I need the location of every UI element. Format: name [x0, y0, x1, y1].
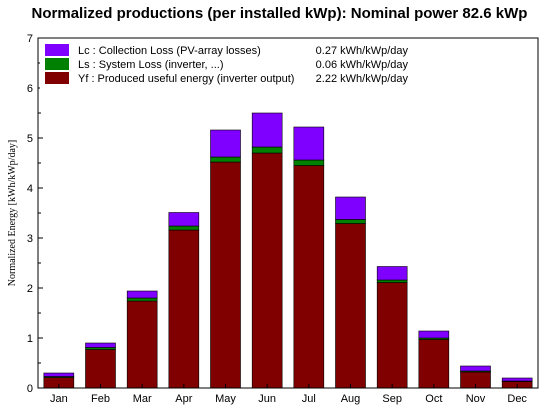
- legend: Lc : Collection Loss (PV-array losses) 0.…: [40, 39, 418, 89]
- x-tick-label: Jun: [258, 393, 276, 405]
- bar-yf-mar: [126, 300, 158, 389]
- bar-ls-may: [210, 156, 241, 163]
- legend-label-ls: Ls : System Loss (inverter, ...): [78, 59, 224, 71]
- bar-lc-jan: [43, 372, 75, 377]
- x-tick-label: Apr: [175, 393, 192, 405]
- y-tick-label: 3: [27, 233, 33, 245]
- legend-label-lc: Lc : Collection Loss (PV-array losses): [78, 45, 261, 57]
- legend-value-yf: 2.22 kWh/kWp/day: [316, 73, 409, 85]
- bar-lc-may: [210, 129, 241, 158]
- legend-box: [40, 39, 418, 89]
- bar-ls-mar: [126, 297, 158, 302]
- y-tick-label: 2: [27, 283, 33, 295]
- y-tick-label: 4: [27, 183, 33, 195]
- bar-yf-oct: [418, 339, 450, 389]
- bar-ls-jul: [293, 159, 325, 166]
- bar-yf-jul: [293, 165, 325, 389]
- bar-lc-sep: [376, 266, 408, 281]
- bar-lc-feb: [85, 342, 116, 348]
- bar-lc-mar: [126, 290, 158, 299]
- bar-lc-dec: [501, 377, 533, 382]
- x-tick-label: Jan: [50, 393, 68, 405]
- legend-value-ls: 0.06 kWh/kWp/day: [316, 59, 409, 71]
- y-axis-label: Normalized Energy [kWh/kWp/day]: [7, 140, 18, 286]
- bar-ls-apr: [168, 225, 200, 231]
- legend-swatch-lc: [45, 44, 69, 56]
- bar-yf-aug: [335, 223, 366, 389]
- bar-ls-jun: [251, 146, 283, 154]
- chart-title: Normalized productions (per installed kW…: [31, 5, 528, 22]
- legend-swatch-yf: [45, 72, 69, 84]
- bar-yf-jun: [251, 152, 283, 389]
- x-tick-label: Jul: [302, 393, 316, 405]
- y-tick-label: 5: [27, 133, 33, 145]
- bar-yf-may: [210, 161, 241, 389]
- x-tick-label: Nov: [466, 393, 486, 405]
- x-tick-label: Mar: [133, 393, 152, 405]
- y-tick-label: 7: [27, 33, 33, 45]
- x-tick-label: Sep: [382, 393, 402, 405]
- legend-value-lc: 0.27 kWh/kWp/day: [316, 45, 409, 57]
- bar-yf-apr: [168, 229, 200, 389]
- bar-ls-aug: [335, 219, 366, 224]
- bar-lc-apr: [168, 212, 200, 227]
- x-tick-label: Feb: [91, 393, 110, 405]
- plot-frame: [37, 37, 539, 389]
- axis-layer: Jan Feb Mar Apr May Jun Jul Aug Sep Oct Nov Dec 0 1 2 3…: [27, 33, 528, 405]
- bars-layer: [43, 112, 533, 389]
- legend-label-yf: Yf : Produced useful energy (inverter ou…: [78, 73, 294, 85]
- bar-yf-sep: [376, 282, 408, 389]
- legend-swatch-ls: [45, 58, 69, 70]
- bar-lc-jun: [251, 112, 283, 148]
- bar-ls-sep: [376, 279, 408, 283]
- x-tick-label: Aug: [341, 393, 361, 405]
- y-tick-label: 6: [27, 83, 33, 95]
- bar-lc-nov: [460, 365, 491, 372]
- x-tick-label: May: [215, 393, 236, 405]
- x-tick-label: Oct: [425, 393, 442, 405]
- bar-lc-jul: [293, 126, 325, 161]
- y-tick-label: 1: [27, 333, 33, 345]
- x-tick-label: Dec: [507, 393, 527, 405]
- bar-lc-oct: [418, 330, 450, 339]
- y-tick-label: 0: [27, 383, 33, 395]
- bar-lc-aug: [335, 196, 366, 220]
- bar-yf-feb: [85, 349, 116, 389]
